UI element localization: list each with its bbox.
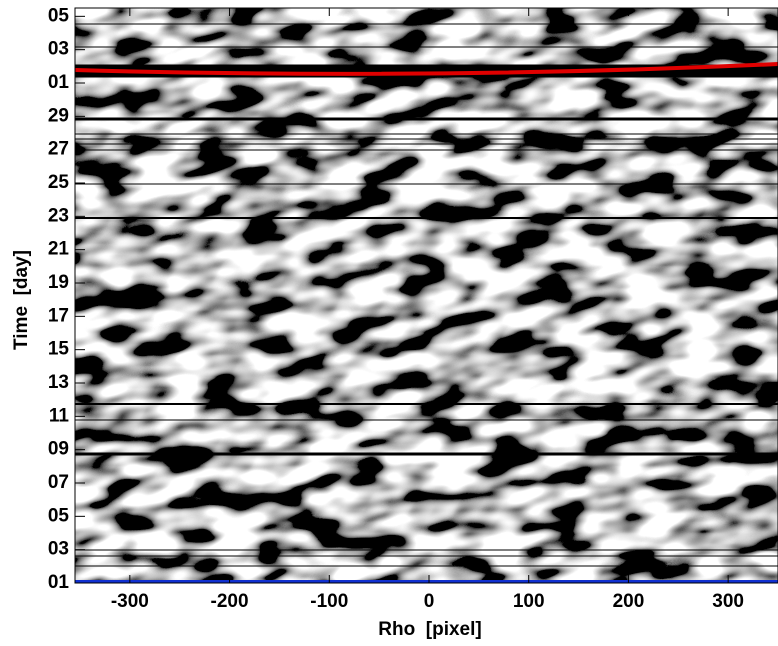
x-tick-label: -300	[111, 591, 149, 612]
y-tick-label: 09	[48, 439, 69, 460]
y-tick-label: 19	[48, 272, 69, 293]
plot-frame	[74, 7, 778, 584]
y-tick-label: 29	[48, 105, 69, 126]
x-tick-label: 200	[613, 591, 645, 612]
y-tick-label: 27	[48, 139, 69, 160]
x-tick-label: -200	[211, 591, 249, 612]
y-axis-title: Time [day]	[11, 250, 32, 350]
x-axis-title: Rho [pixel]	[378, 619, 481, 640]
y-tick-label: 07	[48, 472, 69, 493]
y-tick-label: 11	[49, 405, 70, 426]
y-tick-label: 23	[48, 205, 69, 226]
x-tick-label: 300	[712, 591, 744, 612]
y-tick-label: 25	[48, 172, 70, 193]
x-tick-label: -100	[310, 591, 348, 612]
y-tick-label: 03	[48, 39, 69, 60]
fit-curve	[75, 62, 778, 76]
y-tick-label: 01	[48, 572, 70, 593]
x-tick-label: 100	[513, 591, 545, 612]
y-tick-label: 13	[48, 372, 69, 393]
y-tick-label: 05	[48, 505, 70, 526]
heatmap-image	[75, 8, 778, 583]
y-tick-label: 21	[48, 239, 70, 260]
y-tick-label: 05	[48, 5, 70, 26]
y-tick-label: 01	[48, 72, 70, 93]
x-tick-label: 0	[424, 591, 435, 612]
y-tick-label: 17	[48, 305, 69, 326]
y-tick-label: 03	[48, 539, 69, 560]
y-tick-label: 15	[48, 339, 70, 360]
